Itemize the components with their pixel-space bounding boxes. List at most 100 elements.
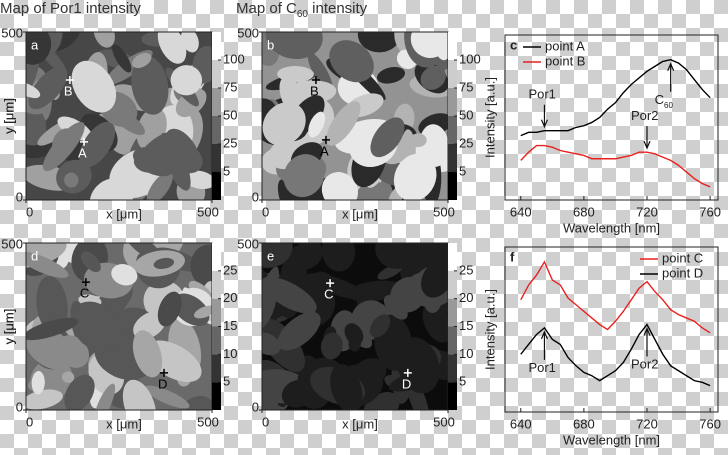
- contour-region: [157, 32, 187, 64]
- x-tick-label: 680: [573, 204, 595, 219]
- contour-region: [52, 128, 76, 157]
- contour-region: [409, 133, 427, 148]
- point-label: A: [78, 145, 87, 160]
- y-tick-label: 500: [237, 25, 259, 40]
- annotation-arrow: [643, 327, 651, 357]
- series-line: [520, 323, 711, 387]
- contour-region: [28, 66, 68, 110]
- contour-region: [353, 180, 384, 200]
- x-axis-label: x [μm]: [342, 416, 378, 431]
- title-text: Por2: [631, 357, 658, 372]
- point-marker: [81, 278, 90, 287]
- contour-region: [181, 395, 212, 410]
- contour-region: [281, 379, 314, 408]
- colorbar-tick-label: 25: [459, 262, 473, 277]
- contour-map: [26, 32, 212, 200]
- annotation: Por1: [528, 360, 555, 375]
- title-text: Map of Por1 intensity: [0, 0, 141, 17]
- x-tick-label: 500: [197, 204, 219, 219]
- x-axis-label: Wavelength [nm]: [563, 220, 660, 235]
- point-label: C: [80, 286, 89, 301]
- point-marker: [403, 368, 412, 377]
- point-marker: [326, 279, 335, 288]
- contour-region: [132, 52, 152, 69]
- colorbar-tick-label: 25: [459, 135, 473, 150]
- y-tick-label: 0: [16, 399, 23, 414]
- x-axis-label: x [μm]: [342, 206, 378, 221]
- colorbar-tick-label: 5: [459, 163, 466, 178]
- contour-region: [64, 374, 95, 410]
- contour-region: [122, 379, 157, 410]
- annotation-arrow: [643, 126, 651, 150]
- colorbar-tick-label: 100: [223, 51, 245, 66]
- contour-region: [289, 243, 323, 271]
- y-axis-label: y [μm]: [1, 98, 16, 134]
- colorbar-tick-label: 75: [459, 79, 473, 94]
- title-text: Por1: [528, 360, 555, 375]
- contour-region: [375, 243, 420, 270]
- colorbar-band: [212, 270, 221, 299]
- contour-region: [26, 32, 52, 65]
- colorbar-band: [448, 354, 457, 383]
- contour-region: [277, 179, 298, 200]
- contour-region: [26, 243, 67, 268]
- contour-region: [262, 32, 280, 66]
- colorbar-tick-label: 50: [223, 107, 237, 122]
- contour-region: [111, 264, 138, 286]
- contour-region: [190, 244, 212, 288]
- legend-label: point D: [662, 265, 703, 280]
- colorbar-band: [212, 298, 221, 327]
- colorbar-band: [448, 88, 457, 116]
- contour-region: [147, 171, 173, 200]
- x-axis-label: x [μm]: [106, 206, 142, 221]
- colorbar-band: [212, 326, 221, 355]
- x-axis-label: Wavelength [nm]: [563, 432, 660, 447]
- contour-region: [31, 371, 45, 395]
- point-marker: [160, 368, 169, 377]
- colorbar-band: [212, 32, 221, 60]
- y-axis-label: Intensity [a.u.]: [482, 77, 497, 158]
- colorbar-tick-label: 5: [223, 374, 230, 389]
- x-tick-label: 0: [26, 414, 33, 429]
- series-line: [520, 144, 711, 188]
- x-tick-label: 760: [699, 416, 721, 431]
- colorbar-band: [212, 354, 221, 383]
- y-axis-label: Intensity [a.u.]: [482, 289, 497, 370]
- y-tick-label: 0: [252, 399, 259, 414]
- annotation: Por2: [631, 109, 658, 124]
- annotation-arrow: [540, 104, 548, 129]
- y-tick-label: 0: [16, 189, 23, 204]
- panel-letter: a: [31, 37, 39, 52]
- contour-region: [262, 332, 281, 356]
- annotation: Por1: [528, 87, 555, 102]
- colorbar-tick-label: 20: [459, 290, 473, 305]
- contour-region: [357, 32, 401, 53]
- x-tick-label: 720: [636, 204, 658, 219]
- contour-region: [383, 295, 408, 320]
- contour-region: [112, 44, 132, 73]
- colorbar-tick-label: 5: [223, 163, 230, 178]
- point-label: B: [310, 83, 319, 98]
- plot-frame: [504, 34, 719, 201]
- x-tick-label: 720: [636, 416, 658, 431]
- series-line: [520, 59, 711, 137]
- colorbar-tick-label: 10: [223, 346, 237, 361]
- contour-region: [262, 243, 293, 268]
- y-tick-label: 500: [1, 25, 23, 40]
- contour-region: [26, 389, 63, 410]
- contour-region: [370, 117, 405, 158]
- y-axis-label: y [μm]: [1, 309, 16, 345]
- contour-region: [308, 111, 326, 138]
- title: Map of C60 intensity: [236, 0, 368, 20]
- contour-region: [131, 55, 169, 115]
- point-marker: [65, 76, 74, 85]
- colorbar-band: [212, 88, 221, 116]
- colorbar-tick-label: 20: [223, 290, 237, 305]
- x-tick-label: 0: [26, 204, 33, 219]
- contour-region: [183, 170, 212, 189]
- colorbar-band: [212, 60, 221, 88]
- contour-region: [79, 121, 116, 168]
- contour-map: [262, 243, 448, 410]
- contour-map: [262, 32, 448, 200]
